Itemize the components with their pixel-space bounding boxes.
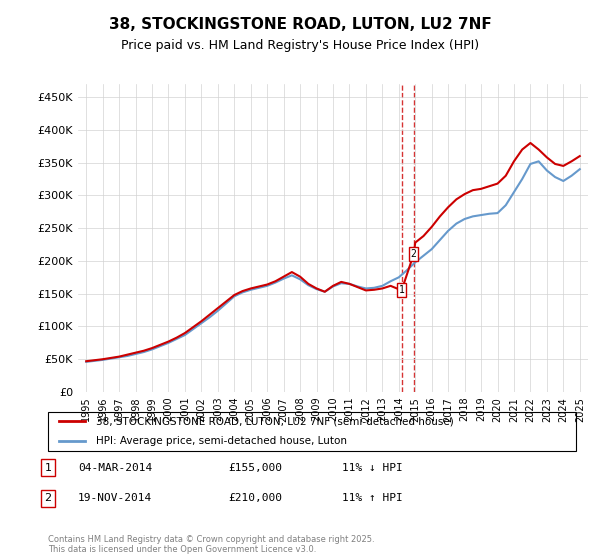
Text: £155,000: £155,000 — [228, 463, 282, 473]
Text: 11% ↓ HPI: 11% ↓ HPI — [342, 463, 403, 473]
Text: Price paid vs. HM Land Registry's House Price Index (HPI): Price paid vs. HM Land Registry's House … — [121, 39, 479, 52]
Text: 1: 1 — [44, 463, 52, 473]
Text: HPI: Average price, semi-detached house, Luton: HPI: Average price, semi-detached house,… — [95, 436, 347, 446]
Text: 2: 2 — [44, 493, 52, 503]
Text: £210,000: £210,000 — [228, 493, 282, 503]
Text: 04-MAR-2014: 04-MAR-2014 — [78, 463, 152, 473]
Text: 1: 1 — [398, 286, 404, 296]
Text: Contains HM Land Registry data © Crown copyright and database right 2025.
This d: Contains HM Land Registry data © Crown c… — [48, 535, 374, 554]
Text: 2: 2 — [410, 249, 416, 259]
Text: 19-NOV-2014: 19-NOV-2014 — [78, 493, 152, 503]
Text: 11% ↑ HPI: 11% ↑ HPI — [342, 493, 403, 503]
Text: 38, STOCKINGSTONE ROAD, LUTON, LU2 7NF (semi-detached house): 38, STOCKINGSTONE ROAD, LUTON, LU2 7NF (… — [95, 417, 453, 426]
Text: 38, STOCKINGSTONE ROAD, LUTON, LU2 7NF: 38, STOCKINGSTONE ROAD, LUTON, LU2 7NF — [109, 17, 491, 32]
